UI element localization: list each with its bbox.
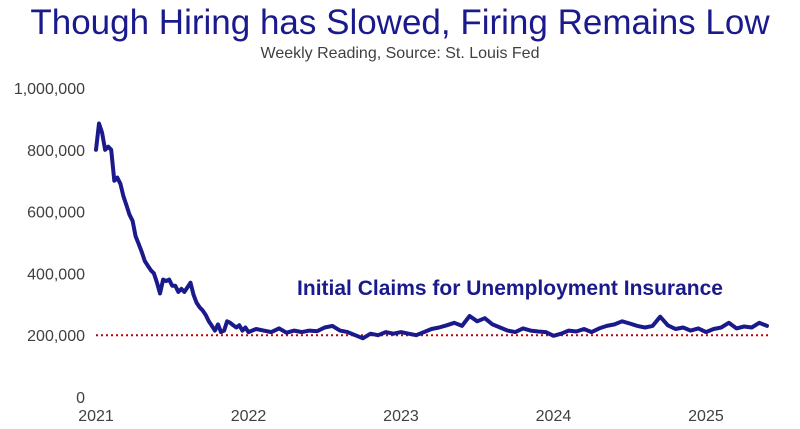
series-annotation: Initial Claims for Unemployment Insuranc… (297, 277, 723, 300)
y-tick-label: 600,000 (27, 205, 85, 222)
x-tick-label: 2025 (688, 408, 724, 425)
x-tick-label: 2022 (231, 408, 267, 425)
y-tick-label: 400,000 (27, 266, 85, 283)
y-tick-label: 0 (76, 390, 85, 407)
y-tick-label: 200,000 (27, 328, 85, 345)
chart-title: Though Hiring has Slowed, Firing Remains… (30, 3, 770, 42)
x-tick-label: 2021 (78, 408, 114, 425)
x-tick-label: 2024 (536, 408, 572, 425)
y-axis-ticks: 0 200,000 400,000 600,000 800,000 1,000,000 (14, 81, 85, 407)
y-tick-label: 800,000 (27, 143, 85, 160)
series-line-initial-claims (94, 121, 769, 341)
y-tick-label: 1,000,000 (14, 81, 85, 98)
x-axis-ticks: 2021 2022 2023 2024 2025 (78, 408, 724, 425)
x-tick-label: 2023 (383, 408, 419, 425)
chart-subtitle: Weekly Reading, Source: St. Louis Fed (260, 45, 540, 62)
